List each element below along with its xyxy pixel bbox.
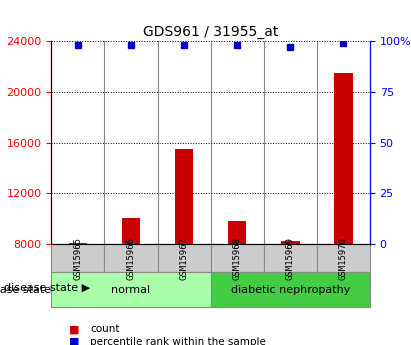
Text: count: count bbox=[90, 325, 120, 334]
FancyBboxPatch shape bbox=[104, 244, 157, 272]
FancyBboxPatch shape bbox=[157, 244, 210, 272]
Text: GSM15965: GSM15965 bbox=[74, 237, 83, 279]
FancyBboxPatch shape bbox=[210, 244, 264, 272]
FancyBboxPatch shape bbox=[317, 244, 370, 272]
Bar bbox=[281, 241, 300, 244]
Text: normal: normal bbox=[111, 285, 150, 295]
Text: GSM15967: GSM15967 bbox=[180, 237, 189, 279]
Text: ■: ■ bbox=[69, 337, 79, 345]
Text: diabetic nephropathy: diabetic nephropathy bbox=[231, 285, 350, 295]
Bar bbox=[228, 221, 247, 244]
Text: disease state ▶: disease state ▶ bbox=[4, 283, 90, 293]
Text: disease state: disease state bbox=[0, 285, 51, 295]
Text: GSM15970: GSM15970 bbox=[339, 237, 348, 279]
Text: GSM15966: GSM15966 bbox=[127, 237, 136, 279]
Bar bbox=[175, 149, 194, 244]
Bar bbox=[69, 243, 87, 244]
Bar bbox=[122, 218, 140, 244]
FancyBboxPatch shape bbox=[51, 244, 104, 272]
Text: GSM15969: GSM15969 bbox=[286, 237, 295, 279]
Bar bbox=[334, 73, 353, 244]
Title: GDS961 / 31955_at: GDS961 / 31955_at bbox=[143, 25, 278, 39]
FancyBboxPatch shape bbox=[51, 272, 210, 307]
Text: percentile rank within the sample: percentile rank within the sample bbox=[90, 337, 266, 345]
FancyBboxPatch shape bbox=[264, 244, 317, 272]
FancyBboxPatch shape bbox=[210, 272, 370, 307]
Text: GSM15968: GSM15968 bbox=[233, 237, 242, 279]
Text: ■: ■ bbox=[69, 325, 79, 334]
